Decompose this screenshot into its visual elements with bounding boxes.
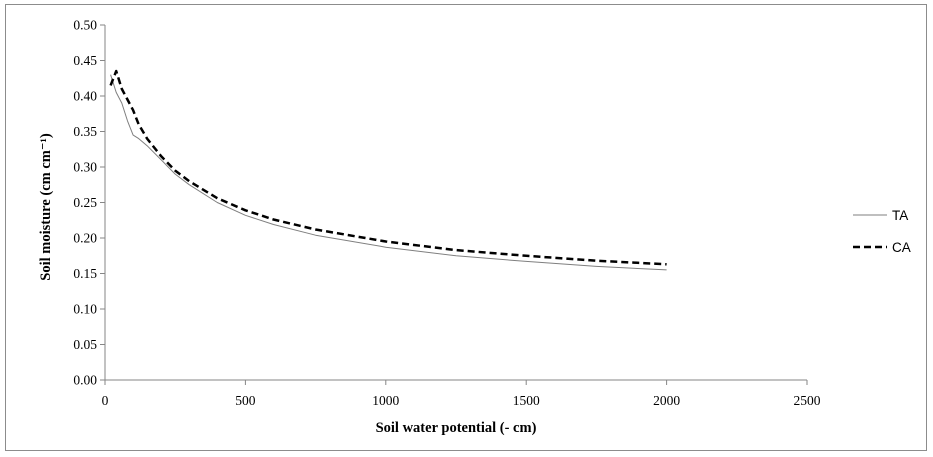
data-point-ca	[526, 255, 527, 256]
data-point-ca	[385, 241, 386, 242]
data-point-ca	[133, 110, 134, 111]
data-point-ca	[666, 264, 667, 265]
data-point-ta	[127, 120, 128, 121]
data-point-ca	[138, 124, 139, 125]
data-point-ta	[121, 103, 122, 104]
series-layer	[109, 69, 667, 271]
series-line-ta	[110, 74, 667, 271]
data-point-ca	[110, 85, 111, 86]
x-tick-label: 500	[235, 393, 256, 408]
y-tick-label: 0.25	[73, 195, 97, 210]
data-point-ta	[161, 159, 162, 160]
data-point-ta	[666, 269, 667, 270]
axes: 0.00 0.05 0.10 0.15 0.20 0.25 0.30 0.35 0.40 0.45…	[73, 18, 820, 409]
chart-frame	[5, 4, 927, 451]
x-tick-label: 2000	[653, 393, 680, 408]
data-point-ta	[273, 224, 274, 225]
data-point-ca	[147, 138, 148, 139]
data-point-ca	[127, 99, 128, 100]
data-point-ca	[121, 88, 122, 89]
legend: TA CA	[853, 208, 911, 255]
legend-label-ca: CA	[892, 240, 911, 255]
y-tick-label: 0.30	[73, 160, 97, 175]
y-tick-label: 0.05	[73, 337, 97, 352]
data-point-ta	[133, 135, 134, 136]
x-tick-label: 1500	[513, 393, 540, 408]
x-tick-label: 1000	[372, 393, 399, 408]
data-point-ta	[596, 266, 597, 267]
data-point-ca	[596, 260, 597, 261]
data-point-ta	[175, 174, 176, 175]
x-axis-title: Soil water potential (- cm)	[376, 420, 537, 436]
x-tick-label: 0	[102, 393, 109, 408]
data-point-ta	[189, 184, 190, 185]
data-point-ta	[116, 92, 117, 93]
data-point-ta	[138, 138, 139, 139]
data-point-ta	[385, 247, 386, 248]
series-line-ca	[109, 69, 667, 266]
data-point-ca	[217, 198, 218, 199]
data-point-ca	[245, 210, 246, 211]
y-tick-label: 0.40	[73, 89, 97, 104]
y-tick-label: 0.10	[73, 302, 97, 317]
data-point-ca	[116, 71, 117, 72]
data-point-ca	[175, 170, 176, 171]
data-point-ca	[273, 219, 274, 220]
y-tick-label: 0.45	[73, 53, 97, 68]
data-point-ta	[245, 215, 246, 216]
data-point-ta	[455, 255, 456, 256]
legend-label-ta: TA	[892, 208, 908, 223]
y-tick-label: 0.00	[73, 373, 97, 388]
data-point-ta	[217, 202, 218, 203]
data-point-ta	[315, 235, 316, 236]
y-tick-label: 0.15	[73, 266, 97, 281]
y-tick-label: 0.35	[73, 124, 97, 139]
data-point-ta	[526, 261, 527, 262]
data-point-ca	[455, 250, 456, 251]
data-point-ta	[110, 74, 111, 75]
y-axis-title: Soil moisture (cm cm⁻¹)	[38, 133, 54, 281]
data-point-ca	[315, 229, 316, 230]
y-tick-label: 0.20	[73, 231, 97, 246]
data-point-ta	[147, 145, 148, 146]
data-point-ca	[189, 181, 190, 182]
x-tick-label: 2500	[794, 393, 821, 408]
data-point-ca	[161, 156, 162, 157]
y-tick-label: 0.50	[73, 18, 97, 33]
